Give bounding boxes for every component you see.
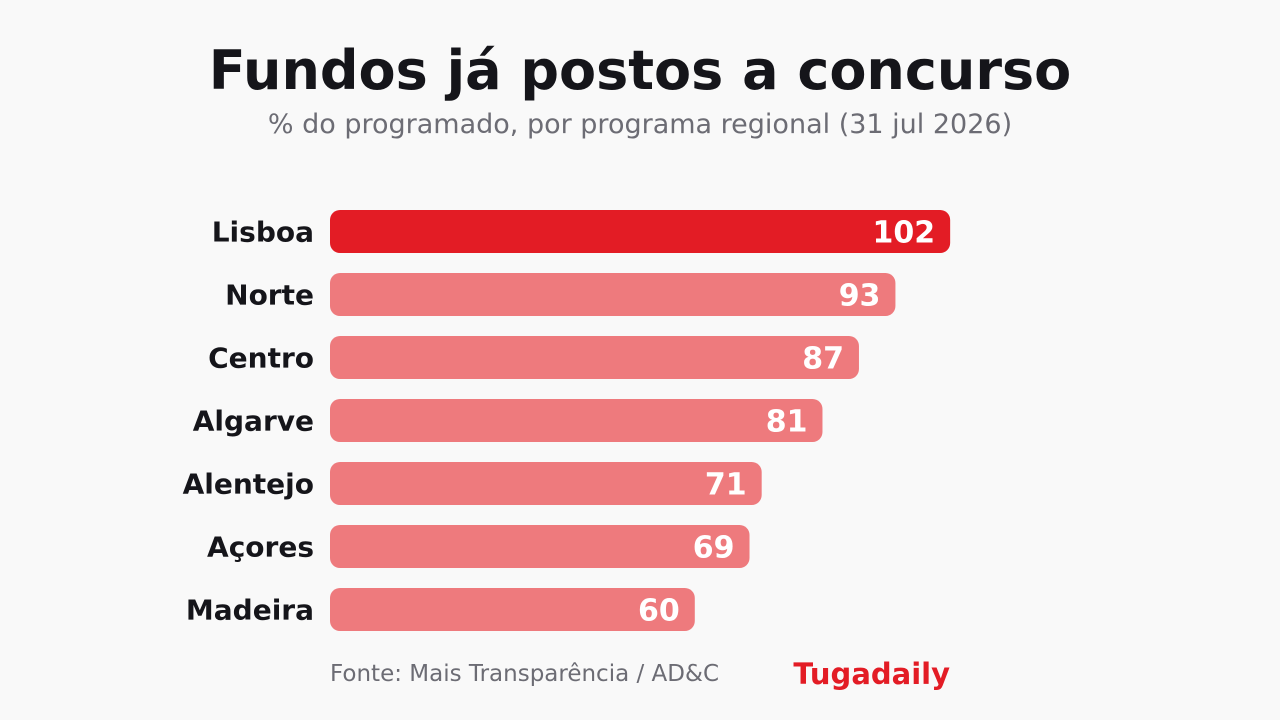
category-label: Centro [208, 342, 314, 375]
chart-subtitle: % do programado, por programa regional (… [267, 109, 1013, 140]
bar-algarve [330, 399, 823, 442]
bar-lisboa [330, 210, 951, 253]
data-label: 69 [693, 531, 735, 566]
source-note: Fonte: Mais Transparência / AD&C [330, 661, 720, 687]
category-label: Alentejo [183, 468, 314, 501]
data-label: 102 [873, 216, 936, 251]
category-label: Açores [207, 531, 314, 564]
bar-alentejo [330, 462, 762, 505]
data-label: 87 [802, 342, 844, 377]
chart-title: Fundos já postos a concurso [208, 39, 1072, 102]
category-label: Lisboa [212, 216, 314, 249]
bar-açores [330, 525, 750, 568]
category-label: Norte [225, 279, 314, 312]
data-label: 93 [839, 279, 881, 314]
bar-norte [330, 273, 896, 316]
bar-madeira [330, 588, 695, 631]
bar-centro [330, 336, 859, 379]
category-label: Algarve [193, 405, 314, 438]
category-label: Madeira [186, 594, 314, 627]
data-label: 81 [766, 405, 808, 440]
data-label: 71 [705, 468, 747, 503]
brand-logo: Tugadaily [793, 657, 950, 691]
data-label: 60 [638, 594, 680, 629]
